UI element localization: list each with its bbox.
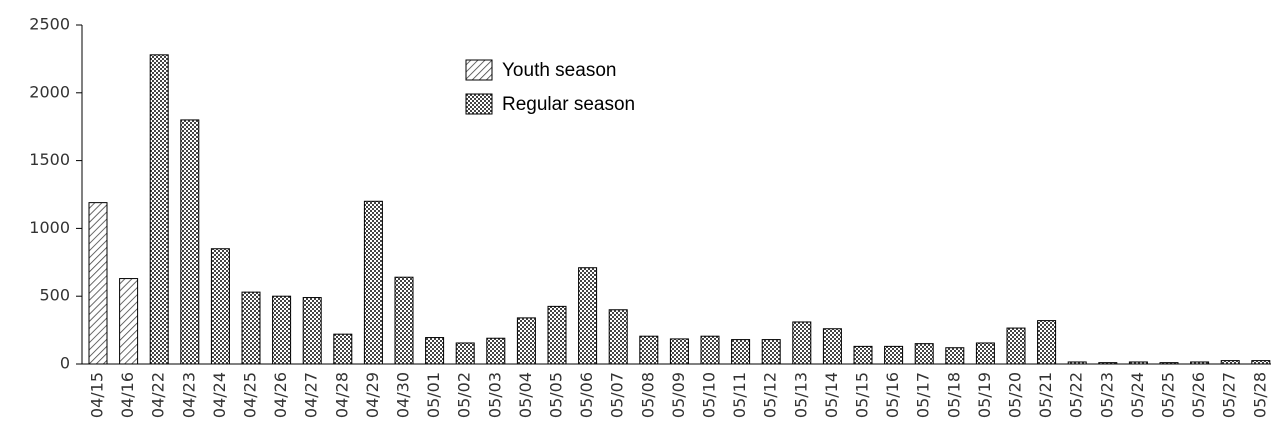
- bar: [639, 335, 659, 365]
- x-tick-label: 05/08: [638, 372, 657, 418]
- legend: Youth season Regular season: [465, 59, 635, 115]
- x-tick-label: 05/26: [1189, 372, 1208, 418]
- x-tick-label: 05/20: [1006, 372, 1025, 418]
- y-tick-label: 1000: [29, 218, 70, 237]
- legend-swatch: [465, 93, 493, 115]
- bar: [1190, 361, 1210, 365]
- bar: [455, 342, 475, 365]
- y-tick-label: 0: [60, 354, 70, 373]
- bar: [486, 337, 506, 365]
- bar: [822, 328, 842, 365]
- bar: [945, 347, 965, 365]
- bar: [1006, 327, 1026, 365]
- bar: [302, 297, 322, 365]
- x-tick-label: 05/21: [1036, 372, 1055, 418]
- x-tick-label: 04/24: [210, 372, 229, 418]
- x-tick-label: 04/29: [363, 372, 382, 418]
- x-tick-label: 05/04: [516, 372, 535, 418]
- bar: [241, 291, 261, 365]
- legend-label: Regular season: [502, 94, 635, 115]
- y-tick-label: 2000: [29, 82, 70, 101]
- bar: [333, 333, 353, 365]
- y-tick-label: 500: [39, 286, 70, 305]
- bar: [1098, 362, 1118, 365]
- bar: [884, 345, 904, 365]
- bar: [547, 305, 567, 365]
- x-tick-label: 05/05: [547, 372, 566, 418]
- x-tick-label: 04/22: [149, 372, 168, 418]
- bar: [180, 119, 200, 365]
- bar: [669, 338, 689, 365]
- bar: [1220, 360, 1240, 365]
- x-tick-label: 05/10: [700, 372, 719, 418]
- bar: [1159, 362, 1179, 365]
- bar: [914, 343, 934, 365]
- x-tick-label: 05/23: [1097, 372, 1116, 418]
- x-tick-label: 05/15: [853, 372, 872, 418]
- x-tick-label: 05/24: [1128, 372, 1147, 418]
- bar: [731, 339, 751, 365]
- legend-label: Youth season: [502, 60, 616, 81]
- bar: [1067, 361, 1087, 365]
- x-tick-label: 04/23: [179, 372, 198, 418]
- x-tick-label: 05/13: [791, 372, 810, 418]
- bar: [88, 202, 108, 365]
- x-tick-label: 05/17: [914, 372, 933, 418]
- x-tick-label: 05/28: [1250, 372, 1269, 418]
- bar: [272, 295, 292, 365]
- x-tick-label: 05/06: [577, 372, 596, 418]
- bar: [700, 335, 720, 365]
- bar: [1037, 320, 1057, 365]
- x-tick-label: 05/22: [1067, 372, 1086, 418]
- bar: [363, 200, 383, 365]
- x-tick-label: 05/16: [883, 372, 902, 418]
- bar: [394, 276, 414, 365]
- x-tick-label: 05/01: [424, 372, 443, 418]
- x-tick-label: 05/09: [669, 372, 688, 418]
- bar: [516, 317, 536, 365]
- bar: [792, 321, 812, 365]
- bar: [578, 267, 598, 365]
- bar: [119, 278, 139, 365]
- x-tick-label: 04/28: [332, 372, 351, 418]
- x-tick-label: 05/03: [485, 372, 504, 418]
- x-tick-label: 04/25: [241, 372, 260, 418]
- x-tick-label: 04/30: [394, 372, 413, 418]
- x-tick-label: 05/27: [1220, 372, 1239, 418]
- x-tick-label: 05/14: [822, 372, 841, 418]
- x-tick-label: 05/07: [608, 372, 627, 418]
- y-tick-label: 2500: [29, 15, 70, 34]
- x-tick-label: 04/16: [118, 372, 137, 418]
- bar: [1128, 361, 1148, 365]
- bar: [1251, 360, 1271, 365]
- x-tick-label: 05/18: [944, 372, 963, 418]
- x-tick-label: 05/02: [455, 372, 474, 418]
- x-tick-label: 04/27: [302, 372, 321, 418]
- x-tick-label: 05/25: [1159, 372, 1178, 418]
- y-tick-label: 1500: [29, 150, 70, 169]
- x-tick-label: 05/11: [730, 372, 749, 418]
- bar: [425, 337, 445, 365]
- x-tick-label: 04/15: [88, 372, 107, 418]
- x-tick-label: 05/19: [975, 372, 994, 418]
- x-tick-label: 04/26: [271, 372, 290, 418]
- bar: [975, 342, 995, 365]
- bar: [761, 339, 781, 365]
- x-tick-label: 05/12: [761, 372, 780, 418]
- legend-swatch: [465, 59, 493, 81]
- bar: [853, 345, 873, 365]
- bar: [210, 248, 230, 365]
- bar: [149, 54, 169, 365]
- bar: [608, 309, 628, 365]
